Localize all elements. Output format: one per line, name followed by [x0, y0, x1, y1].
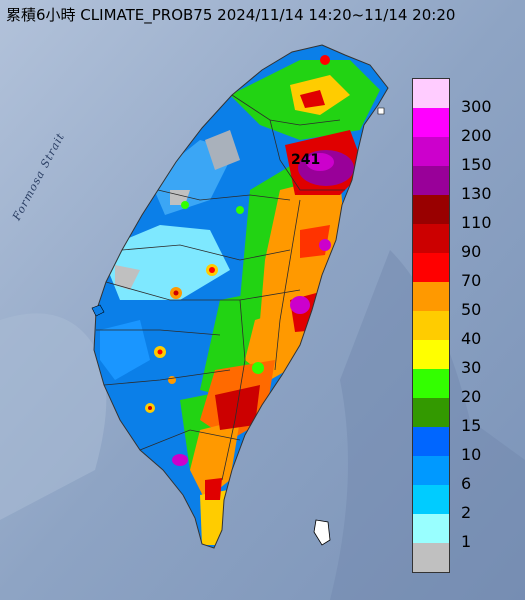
seafloor-texture: [0, 313, 107, 520]
legend-label: 90: [461, 242, 482, 261]
guishan-island: [377, 107, 385, 115]
county-boundaries: [96, 94, 345, 481]
legend-swatch: [413, 282, 449, 311]
legend-swatch: [413, 485, 449, 514]
legend-swatch: [413, 195, 449, 224]
legend-label: 200: [461, 126, 492, 145]
legend-label: 10: [461, 445, 482, 464]
legend-swatch: [413, 79, 449, 108]
legend-swatch: [413, 137, 449, 166]
legend-swatch: [413, 456, 449, 485]
legend-label: 30: [461, 358, 482, 377]
legend-label: 70: [461, 271, 482, 290]
legend-label: 6: [461, 474, 472, 493]
legend-labels: 300 200 150 130 110 90 70 50 40 30 20 15 10 6 2 1: [461, 78, 511, 556]
legend-label: 150: [461, 155, 492, 174]
legend-label: 2: [461, 503, 472, 522]
legend-swatch: [413, 398, 449, 427]
legend-label: 15: [461, 416, 482, 435]
legend-label: 130: [461, 184, 492, 203]
legend-swatch: [413, 166, 449, 195]
legend-swatch: [413, 340, 449, 369]
taiwan-coastline: [93, 44, 389, 549]
legend-label: 1: [461, 532, 472, 551]
color-legend: [412, 78, 450, 573]
legend-swatch: [413, 108, 449, 137]
legend-label: 110: [461, 213, 492, 232]
legend-label: 50: [461, 300, 482, 319]
legend-label: 40: [461, 329, 482, 348]
legend-label: 300: [461, 97, 492, 116]
green-island: [313, 519, 331, 546]
map-title: 累積6小時 CLIMATE_PROB75 2024/11/14 14:20~11…: [6, 6, 456, 24]
legend-swatch: [413, 369, 449, 398]
legend-swatch: [413, 514, 449, 543]
legend-swatch: [413, 311, 449, 340]
legend-swatch: [413, 224, 449, 253]
legend-swatch: [413, 427, 449, 456]
legend-swatch: [413, 253, 449, 282]
max-value-label: 241: [291, 152, 321, 168]
legend-swatch: [413, 543, 449, 572]
legend-label: 20: [461, 387, 482, 406]
lanyu-island: [91, 304, 105, 317]
